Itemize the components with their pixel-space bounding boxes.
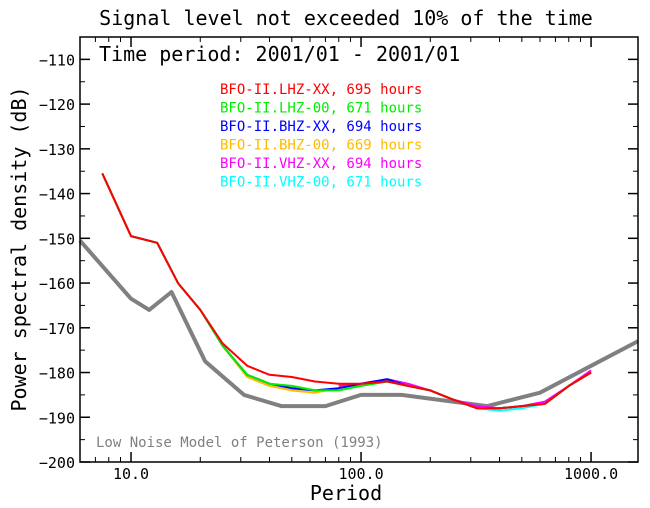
legend-entry-2: BFO-II.BHZ-XX, 694 hours (220, 119, 422, 135)
legend-entry-3: BFO-II.BHZ-00, 669 hours (220, 138, 422, 154)
axis-ticks: −110 −120 −130 −140 −150 −160 −170 −180 −190 −200… (39, 36, 638, 483)
reference-curve-line (78, 239, 639, 409)
x-tick-label: 10.0 (113, 465, 149, 483)
series-line-2 (101, 172, 592, 410)
plot-frame (79, 36, 639, 463)
series-line-1 (101, 172, 592, 410)
series-line-0 (101, 172, 592, 410)
y-tick-label: −120 (39, 96, 75, 114)
chart-title: Signal level not exceeded 10% of the tim… (99, 6, 593, 30)
legend-entry-1: BFO-II.LHZ-00, 671 hours (220, 101, 422, 117)
series-line-3 (101, 172, 592, 410)
reference-curve-label: Low Noise Model of Peterson (1993) (96, 435, 383, 451)
y-tick-label: −160 (39, 275, 75, 293)
y-tick-label: −140 (39, 186, 75, 204)
reference-curve-group (78, 239, 639, 409)
legend-entry-5: BFO-II.VHZ-00, 671 hours (220, 175, 422, 191)
x-tick-label: 1000.0 (564, 465, 618, 483)
chart-subtitle: Time period: 2001/01 - 2001/01 (99, 42, 460, 66)
x-axis-label: Period (310, 481, 382, 505)
series-group (101, 172, 592, 412)
y-tick-label: −190 (39, 409, 75, 427)
y-tick-label: −110 (39, 51, 75, 69)
series-line-4 (338, 369, 592, 410)
y-tick-label: −150 (39, 230, 75, 248)
y-tick-label: −200 (39, 454, 75, 472)
legend-entry-0: BFO-II.LHZ-XX, 695 hours (220, 82, 422, 98)
x-tick-label: 100.0 (338, 465, 383, 483)
y-axis-label: Power spectral density (dB) (7, 86, 31, 411)
y-tick-label: −130 (39, 141, 75, 159)
legend-entry-4: BFO-II.VHZ-XX, 694 hours (220, 156, 422, 172)
y-tick-label: −170 (39, 320, 75, 338)
legend: BFO-II.LHZ-XX, 695 hours BFO-II.LHZ-00, 6… (220, 82, 422, 191)
y-tick-label: −180 (39, 365, 75, 383)
